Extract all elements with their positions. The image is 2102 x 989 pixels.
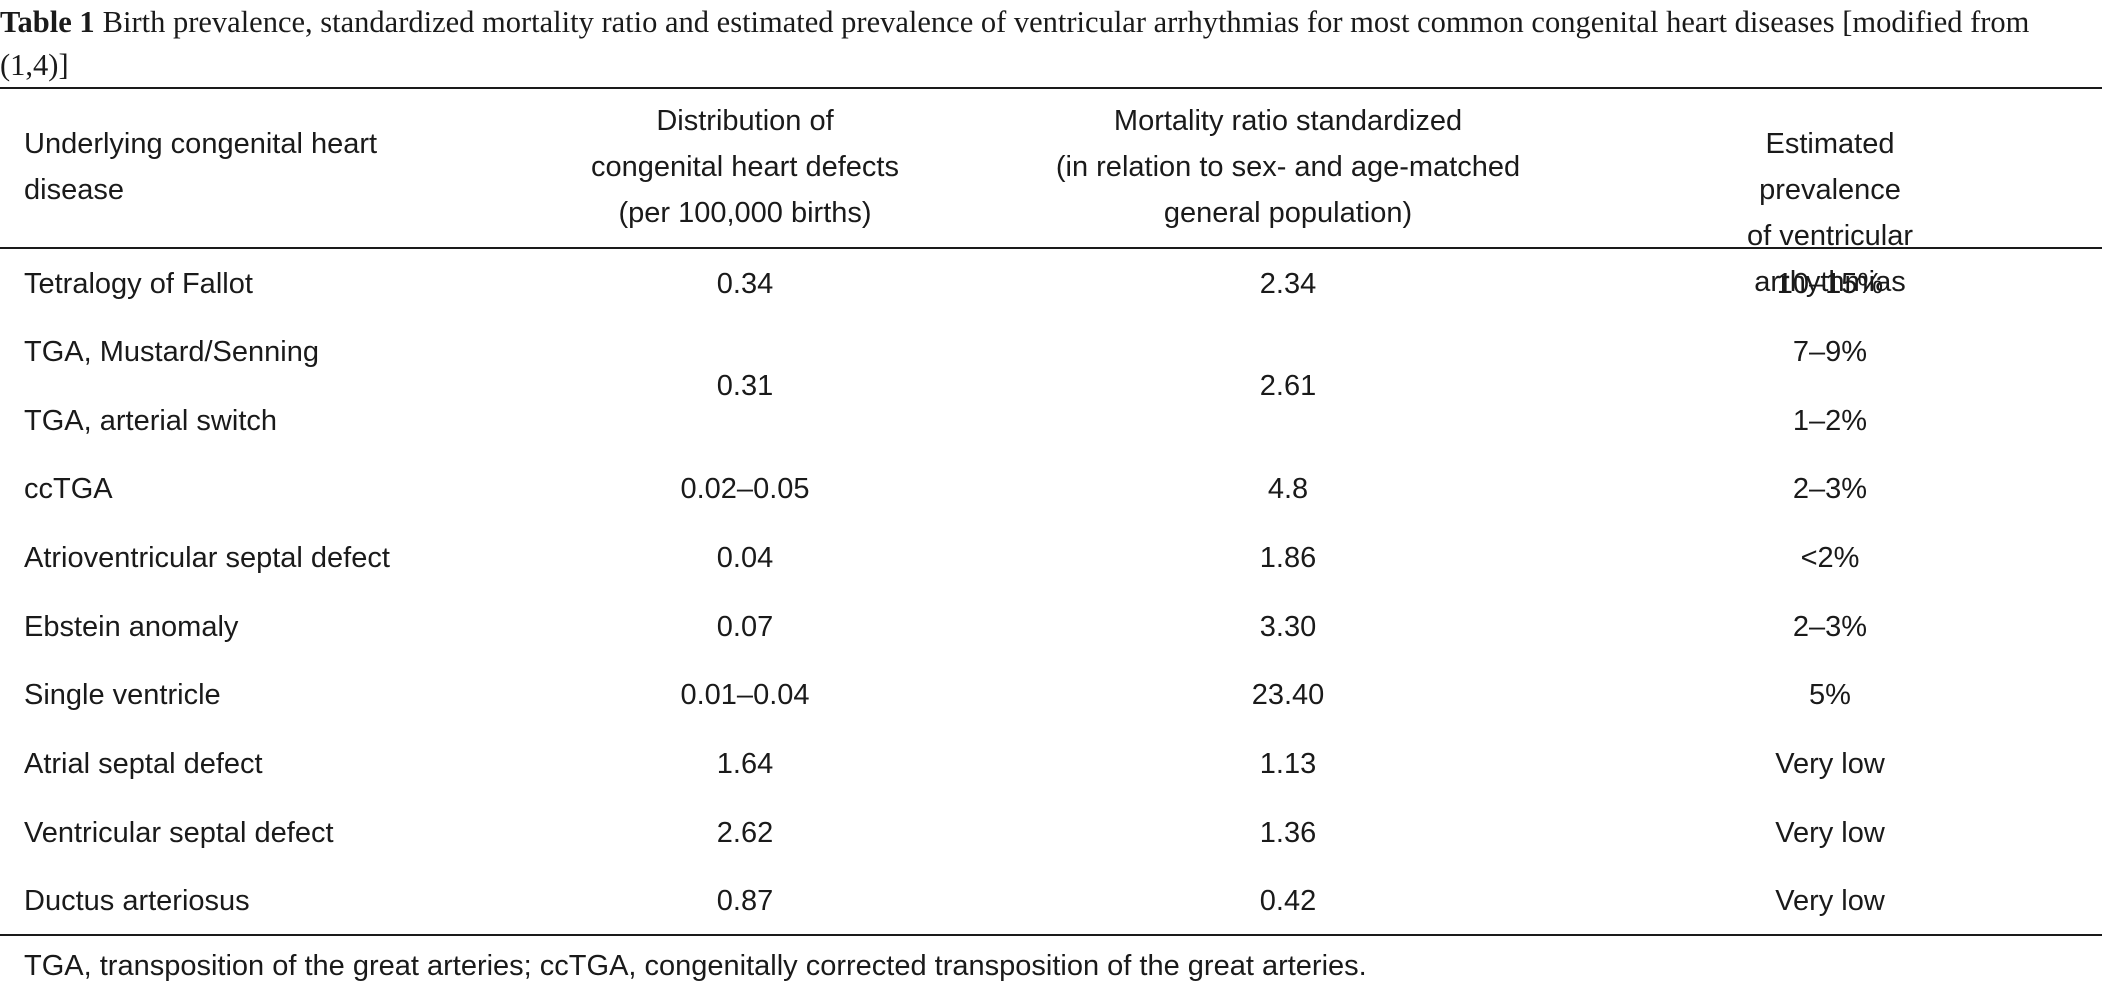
- table-header-rule: [0, 247, 2102, 249]
- table-cell-distribution: 0.02–0.05: [680, 473, 810, 505]
- table-cell-disease: TGA, arterial switch: [24, 405, 277, 437]
- table-cell-disease: TGA, Mustard/Senning: [24, 336, 319, 368]
- table-cell-prevalence: 2–3%: [1792, 473, 1868, 505]
- table-cell-prevalence: 2–3%: [1792, 611, 1868, 643]
- table-caption-label: Table 1: [0, 5, 95, 39]
- table-cell-prevalence: 1–2%: [1792, 405, 1868, 437]
- table-cell-mortality-merged: 2.61: [1259, 370, 1317, 402]
- table-cell-mortality: 1.36: [1259, 817, 1317, 849]
- table-cell-distribution: 0.07: [716, 611, 774, 643]
- table-cell-disease: ccTGA: [24, 473, 113, 505]
- table-cell-distribution: 1.64: [716, 748, 774, 780]
- table-cell-distribution: 0.04: [716, 542, 774, 574]
- table-cell-disease: Ventricular septal defect: [24, 817, 334, 849]
- table-cell-disease: Tetralogy of Fallot: [24, 268, 253, 300]
- header-cell-prevalence: Estimated prevalence of ventricular arrh…: [1746, 128, 1913, 298]
- table-cell-distribution: 0.34: [716, 268, 774, 300]
- table-cell-prevalence: Very low: [1775, 817, 1885, 849]
- header-cell-mortality: Mortality ratio standardized (in relatio…: [1055, 105, 1521, 229]
- table-cell-mortality: 1.86: [1259, 542, 1317, 574]
- table-cell-disease: Atrial septal defect: [24, 748, 263, 780]
- table-cell-distribution: 0.01–0.04: [680, 679, 810, 711]
- table-cell-mortality: 0.42: [1259, 885, 1317, 917]
- table-cell-mortality: 4.8: [1267, 473, 1309, 505]
- table-cell-mortality: 23.40: [1251, 679, 1325, 711]
- table-cell-prevalence: 5%: [1809, 679, 1851, 711]
- table-bottom-rule: [0, 934, 2102, 936]
- table-cell-prevalence: Very low: [1775, 748, 1885, 780]
- table-top-rule: [0, 87, 2102, 89]
- table-cell-mortality: 2.34: [1259, 268, 1317, 300]
- table-cell-mortality: 1.13: [1259, 748, 1317, 780]
- table-cell-prevalence: 10–15%: [1776, 268, 1884, 300]
- header-cell-disease: Underlying congenital heart disease: [24, 128, 378, 206]
- table-cell-distribution: 0.87: [716, 885, 774, 917]
- table-caption-text: Birth prevalence, standardized mortality…: [0, 5, 2030, 82]
- table-cell-disease: Ductus arteriosus: [24, 885, 250, 917]
- table-cell-distribution: 2.62: [716, 817, 774, 849]
- table-cell-prevalence: 7–9%: [1792, 336, 1868, 368]
- table-cell-disease: Ebstein anomaly: [24, 611, 239, 643]
- table-caption: Table 1 Birth prevalence, standardized mo…: [0, 0, 2095, 87]
- table-cell-prevalence: Very low: [1775, 885, 1885, 917]
- header-cell-distribution: Distribution of congenital heart defects…: [591, 105, 899, 229]
- table-footnote: TGA, transposition of the great arteries…: [24, 950, 1367, 982]
- table-cell-disease: Single ventricle: [24, 679, 221, 711]
- table-cell-distribution-merged: 0.31: [716, 370, 774, 402]
- table-cell-prevalence: <2%: [1800, 542, 1860, 574]
- table-cell-mortality: 3.30: [1259, 611, 1317, 643]
- table-cell-disease: Atrioventricular septal defect: [24, 542, 390, 574]
